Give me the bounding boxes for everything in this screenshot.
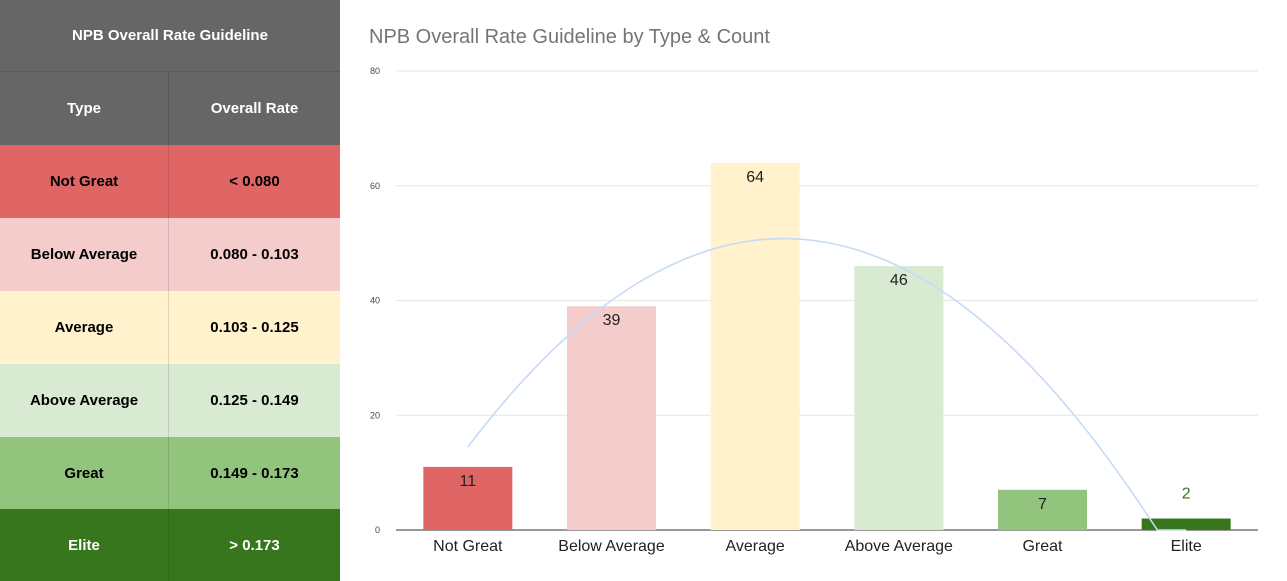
y-tick-label: 20 [370, 410, 380, 420]
bar-layer [423, 162, 1231, 531]
table-row: Average 0.103 - 0.125 [0, 291, 340, 364]
table-row: Below Average 0.080 - 0.103 [0, 218, 340, 291]
bar [710, 162, 800, 531]
rate-cell: 0.149 - 0.173 [210, 464, 299, 482]
rate-cell: 0.103 - 0.125 [210, 319, 299, 336]
rate-cell: 0.125 - 0.149 [210, 392, 299, 409]
y-tick-label: 80 [370, 66, 380, 76]
category-label: Elite [1171, 538, 1202, 555]
bar [567, 306, 656, 530]
type-cell: Not Great [0, 145, 169, 218]
bar [854, 266, 944, 530]
y-tick-label: 0 [375, 525, 380, 535]
category-label: Not Great [433, 538, 503, 555]
guideline-table: NPB Overall Rate Guideline Type Overall … [0, 0, 340, 581]
data-label: 39 [603, 312, 621, 329]
rate-cell: > 0.173 [229, 536, 280, 554]
category-label: Above Average [845, 538, 953, 555]
y-tick-label: 60 [370, 181, 380, 191]
table-row: Elite > 0.173 [0, 509, 340, 581]
rate-cell: < 0.080 [229, 173, 280, 190]
bar [998, 489, 1087, 530]
chart-canvas: NPB Overall Rate Guideline by Type & Cou… [369, 26, 1258, 555]
category-label: Average [726, 538, 785, 555]
bar-chart: NPB Overall Rate Guideline by Type & Cou… [340, 0, 1287, 581]
type-cell: Above Average [0, 364, 169, 437]
type-cell: Elite [0, 509, 169, 581]
category-label: Great [1022, 538, 1063, 555]
data-label: 11 [460, 473, 477, 490]
trendline [467, 237, 1187, 531]
table-row: Not Great < 0.080 [0, 145, 340, 218]
table-title: NPB Overall Rate Guideline [0, 0, 340, 72]
data-label: 2 [1182, 486, 1191, 503]
table-row: Above Average 0.125 - 0.149 [0, 364, 340, 437]
table-header-row: Type Overall Rate [0, 72, 340, 145]
type-cell: Below Average [0, 218, 169, 291]
y-tick-label: 40 [370, 296, 380, 306]
data-label: 64 [746, 169, 764, 186]
trendline-layer [467, 237, 1187, 531]
type-cell: Average [0, 291, 169, 364]
category-label: Below Average [558, 538, 665, 555]
table-row: Great 0.149 - 0.173 [0, 437, 340, 509]
grid-layer: 0 20 40 60 80 [370, 66, 1258, 535]
type-cell: Great [0, 437, 169, 509]
rate-cell: 0.080 - 0.103 [210, 246, 299, 263]
data-label: 46 [890, 272, 908, 289]
bar [423, 466, 513, 530]
header-type: Type [0, 72, 169, 145]
bar [1141, 518, 1231, 530]
data-label: 7 [1038, 496, 1047, 513]
header-overall-rate: Overall Rate [210, 100, 299, 117]
label-layer: 11 Not Great 39 Below Average 64 Average 46 Abo… [433, 169, 1202, 555]
chart-title: NPB Overall Rate Guideline by Type & Cou… [369, 26, 770, 48]
